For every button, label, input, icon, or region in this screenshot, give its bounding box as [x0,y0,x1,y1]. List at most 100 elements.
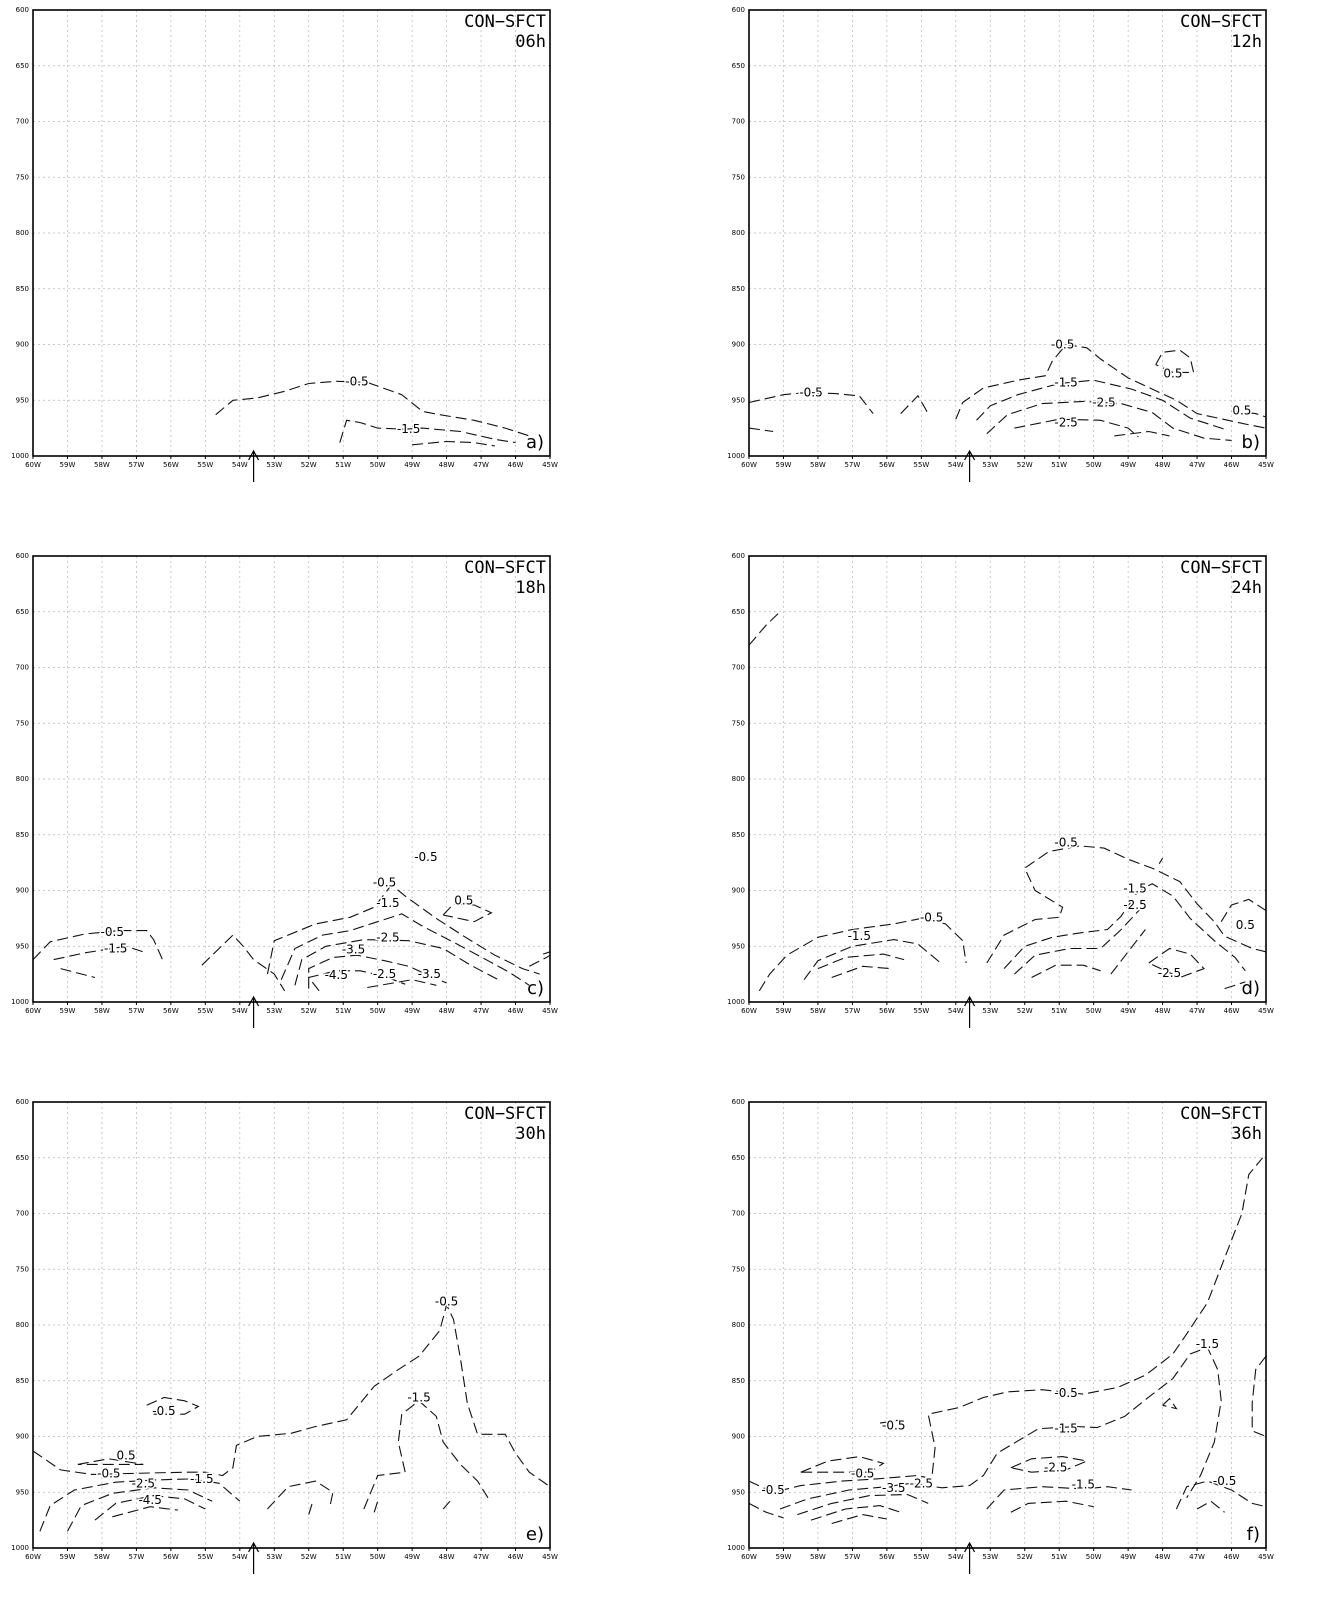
x-tick-label: 52W [1017,1007,1033,1015]
contour-line [215,380,530,437]
x-tick-label: 51W [335,461,351,469]
x-tick-label: 49W [1120,1553,1136,1561]
contour-label: -0.5 [414,850,437,864]
contour-label: -0.5 [152,1404,175,1418]
panel-letter: a) [526,432,544,453]
x-tick-label: 54W [948,1007,964,1015]
x-tick-label: 45W [542,1007,558,1015]
contour-line [201,934,286,992]
contour-line [1158,857,1164,864]
contour-label: -1.5 [1123,881,1146,895]
panel-subtitle: 30h [515,1124,546,1144]
contour-line [1231,410,1267,418]
y-tick-label: 750 [732,719,745,727]
contour-line [1010,1456,1089,1473]
contour-line [60,968,96,979]
contour-label: 0.5 [1236,918,1255,932]
x-tick-label: 46W [508,461,524,469]
panel-letter: c) [527,978,544,999]
y-tick-label: 900 [16,1433,29,1441]
x-tick-label: 51W [335,1553,351,1561]
panel-title: CON−SFCT [464,558,546,578]
x-tick-label: 54W [232,1553,248,1561]
x-tick-label: 58W [94,1007,110,1015]
contour-label: -2.5 [373,967,396,981]
x-tick-label: 56W [879,461,895,469]
contour-line [266,1480,334,1510]
x-tick-label: 55W [913,461,929,469]
x-tick-label: 59W [60,1553,76,1561]
contour-label: -1.5 [848,929,871,943]
contour-line [308,954,447,989]
y-tick-label: 1000 [11,1544,29,1552]
x-tick-label: 57W [844,461,860,469]
panel-subtitle: 36h [1231,1124,1262,1144]
contour-line [748,391,874,414]
contour-line [32,930,165,964]
x-tick-label: 59W [776,1553,792,1561]
contour-line [803,939,943,981]
contour-label: -1.5 [190,1472,213,1486]
contour-label: -1.5 [1054,375,1077,389]
contour-line [1014,418,1139,438]
x-tick-label: 52W [1017,1553,1033,1561]
contour-line [1175,1480,1267,1510]
x-tick-label: 53W [982,461,998,469]
x-tick-label: 56W [163,461,179,469]
x-tick-label: 48W [1155,461,1171,469]
x-tick-label: 46W [1224,1553,1240,1561]
x-tick-label: 47W [473,1007,489,1015]
location-arrow-icon [248,1541,260,1574]
contour-line [748,1502,784,1519]
contour-label: -2.5 [132,1476,155,1490]
contour-line [1251,1355,1267,1438]
y-tick-label: 850 [16,285,29,293]
y-tick-label: 700 [732,118,745,126]
panel-title: CON−SFCT [464,1104,546,1124]
panel-letter: e) [526,1524,544,1545]
contour-line [112,1506,178,1518]
contour-line [412,440,495,447]
x-tick-label: 49W [1120,1007,1136,1015]
x-tick-label: 60W [25,461,41,469]
x-tick-label: 60W [25,1553,41,1561]
contour-line [955,343,1267,429]
contour-label: 0.5 [454,894,473,908]
contour-line [339,419,516,444]
contour-label: -0.5 [1054,836,1077,850]
contour-label: -2.5 [1044,1461,1067,1475]
x-tick-label: 47W [1189,1007,1205,1015]
y-tick-label: 800 [16,229,29,237]
x-tick-label: 60W [741,1007,757,1015]
contour-line [797,1493,929,1516]
x-tick-label: 45W [1258,1553,1274,1561]
y-tick-label: 650 [732,62,745,70]
contour-label: -0.5 [101,925,124,939]
x-tick-label: 49W [1120,461,1136,469]
y-tick-label: 850 [732,285,745,293]
x-tick-label: 48W [439,1007,455,1015]
contour-label: -0.5 [435,1295,458,1309]
y-tick-label: 600 [16,1098,29,1106]
contour-line [800,1456,885,1473]
contour-label: -0.5 [1213,1474,1236,1488]
contour-label: -0.5 [851,1466,874,1480]
x-tick-label: 56W [879,1553,895,1561]
x-tick-label: 52W [301,1007,317,1015]
x-tick-label: 45W [542,461,558,469]
y-tick-label: 700 [16,118,29,126]
contour-label: -1.5 [1196,1337,1219,1351]
x-tick-label: 58W [810,1007,826,1015]
contour-label: -0.5 [882,1418,905,1432]
x-tick-label: 45W [542,1553,558,1561]
y-tick-label: 850 [732,831,745,839]
panel-subtitle: 12h [1231,32,1262,52]
y-tick-label: 900 [732,1433,745,1441]
x-tick-label: 55W [197,461,213,469]
contour-line [294,939,499,986]
panel-a: -0.5 -1.5 60W 59W 58W 57W 56W 55W 54W 53W 52W 51W 50… [11,6,558,482]
y-tick-label: 800 [16,1321,29,1329]
x-tick-label: 59W [776,461,792,469]
y-tick-label: 700 [732,664,745,672]
